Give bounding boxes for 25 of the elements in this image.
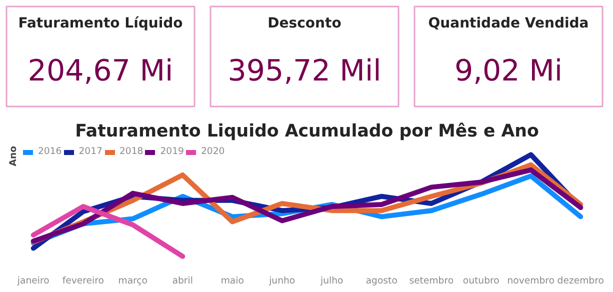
legend-title: Ano	[8, 146, 19, 166]
text: Desconto	[268, 16, 342, 32]
x-tick-label: agosto	[366, 276, 398, 286]
legend-label: 2017	[78, 146, 102, 157]
x-tick-label: maio	[220, 276, 244, 286]
x-tick-label: dezembro	[557, 276, 604, 286]
x-tick-label: janeiro	[16, 276, 50, 286]
text: Quantidade Vendida	[428, 16, 589, 32]
legend-label: 2019	[160, 146, 184, 157]
text: 395,72 Mil	[228, 54, 382, 88]
x-tick-label: junho	[268, 276, 296, 286]
x-tick-label: abril	[172, 276, 193, 286]
legend-label: 2020	[201, 146, 225, 157]
x-tick-label: novembro	[507, 276, 555, 286]
text: Faturamento Líquido	[18, 16, 184, 32]
text: 204,67 Mi	[28, 54, 174, 88]
legend-label: 2016	[38, 146, 62, 157]
x-tick-label: outubro	[462, 276, 500, 286]
x-tick-label: setembro	[409, 276, 454, 286]
legend-label: 2018	[120, 146, 144, 157]
chart-title: Faturamento Liquido Acumulado por Mês e Ano	[75, 122, 539, 142]
x-tick-label: julho	[320, 276, 344, 286]
x-tick-label: fevereiro	[62, 276, 104, 286]
x-tick-label: março	[118, 276, 148, 286]
text: 9,02 Mi	[454, 54, 563, 88]
